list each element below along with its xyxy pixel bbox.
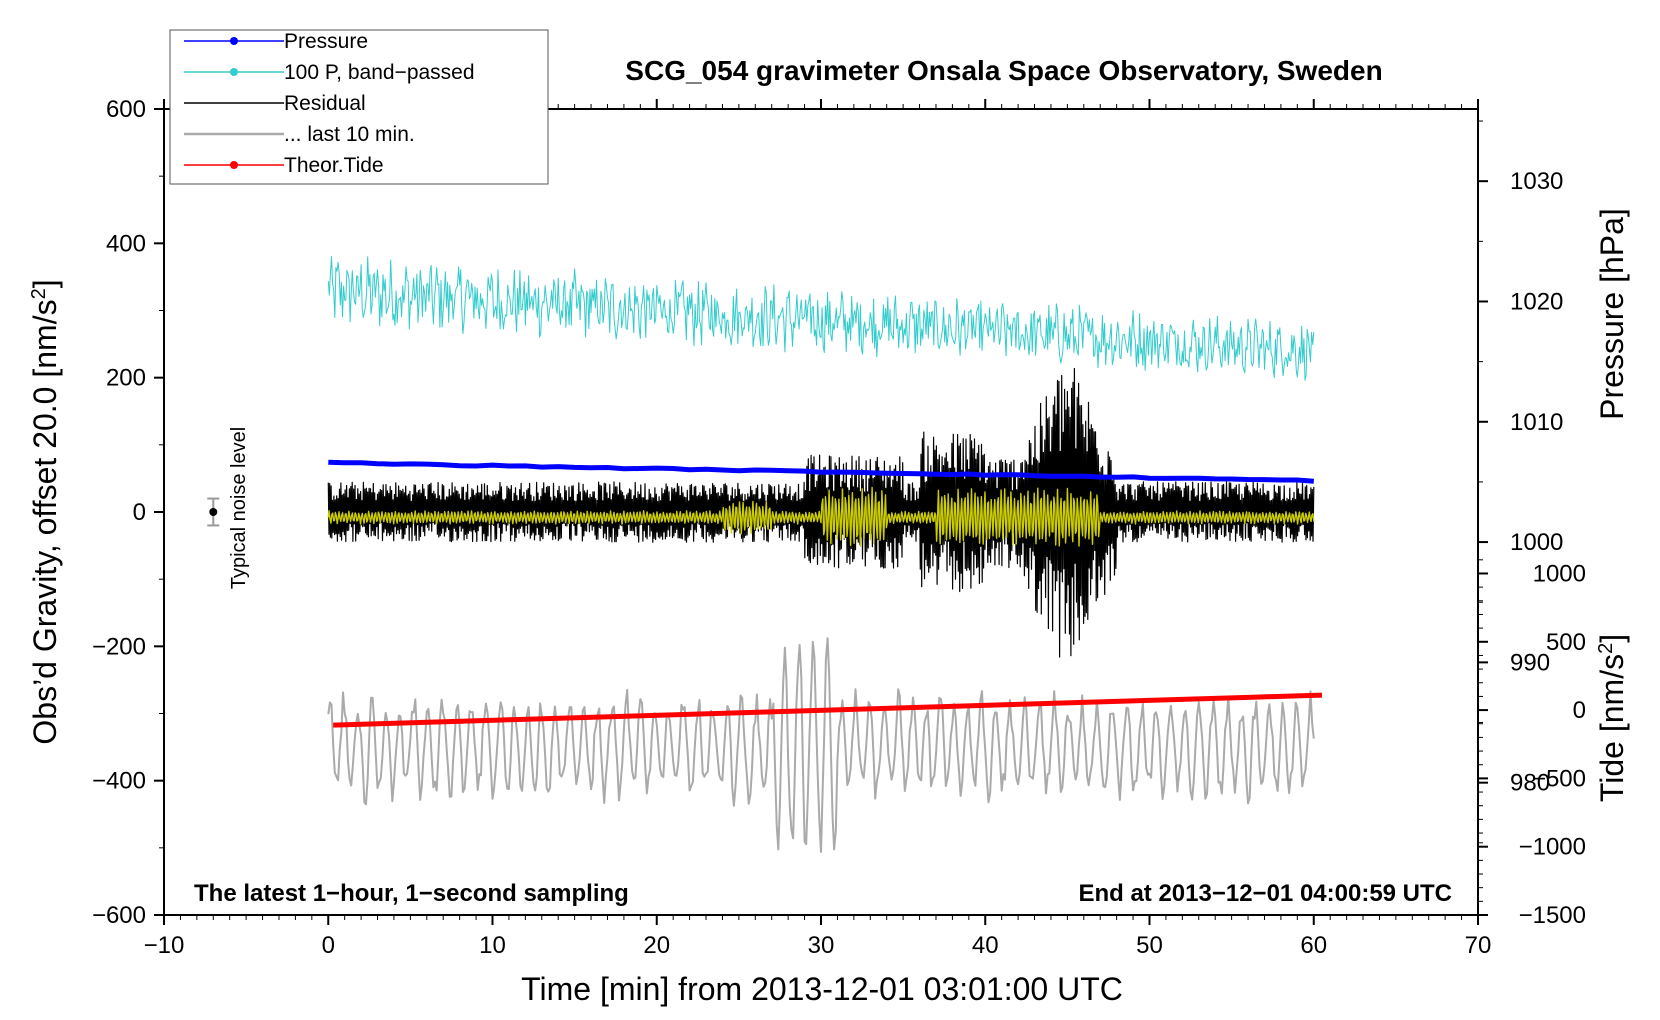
series-group [327,256,1323,853]
y-tick-label: 600 [106,96,146,123]
pressure-axis-title: Pressure [hPa] [1594,208,1630,420]
x-tick-label: 20 [643,932,670,959]
theoretical-tide-line [333,692,1323,728]
pressure-tick-label: 1030 [1510,168,1563,195]
legend-label: Residual [284,92,366,115]
y-tick-label: 200 [106,365,146,392]
legend-marker [230,37,238,45]
legend-item: Residual [184,92,366,115]
pressure-tick-label: 1020 [1510,288,1563,315]
y-axis-title: Obs’d Gravity, offset 20.0 [nm/s2] [27,279,63,744]
noise-label: Typical noise level [228,427,250,589]
legend-label: Pressure [284,30,368,53]
chart-title: SCG_054 gravimeter Onsala Space Observat… [625,55,1382,86]
tide-tick-label: −1500 [1519,902,1586,929]
y-axis-title-main: Obs’d Gravity, offset 20.0 [nm/s [27,299,63,744]
footer-right: End at 2013−12−01 04:00:59 UTC [1078,880,1452,907]
pressure-axis-ticks: 980 990 1000 1010 1020 1030 [1478,120,1563,844]
legend-label: 100 P, band−passed [284,61,475,84]
tide-axis-title: Tide [nm/s2] [1594,634,1630,802]
tide-axis-title-end: ] [1594,634,1630,643]
x-tick-label: −10 [144,932,185,959]
legend-label: ... last 10 min. [284,123,415,146]
legend-item: 100 P, band−passed [184,61,475,84]
last-10-min-line [327,637,1315,853]
legend-marker [230,161,238,169]
x-axis-title: Time [min] from 2013-12-01 03:01:00 UTC [521,971,1123,1007]
filtered-residual-line [327,486,1315,547]
x-tick-label: 40 [972,932,999,959]
tide-axis-ticks: −1500 −1000 −500 0 500 1000 [1478,559,1586,929]
pressure-line [328,459,1314,484]
pressure-tick-label: 1010 [1510,409,1563,436]
noise-marker: Typical noise level [207,427,250,589]
legend-items: Pressure 100 P, band−passed Residual ... la… [184,30,475,177]
legend-item: Pressure [184,30,368,53]
y-axis-title-end: ] [27,279,63,288]
pressure-tick-label: 990 [1510,649,1550,676]
x-tick-label: 0 [322,932,335,959]
x-tick-label: 50 [1136,932,1163,959]
tide-tick-label: 0 [1573,697,1586,724]
y-tick-label: −200 [92,633,146,660]
pressure-tick-label: 980 [1510,770,1550,797]
bandpassed-pressure-line [327,256,1315,381]
legend: Pressure 100 P, band−passed Residual ... la… [169,29,549,185]
y-axis-title-sup: 2 [28,288,50,299]
legend-item: ... last 10 min. [184,123,415,146]
tide-axis-title-sup: 2 [1595,643,1617,654]
tide-tick-label: 500 [1546,629,1586,656]
y-tick-label: 400 [106,230,146,257]
x-tick-label: 70 [1465,932,1492,959]
noise-point [209,508,218,516]
legend-box [169,29,549,185]
tide-tick-label: −1000 [1519,834,1586,861]
legend-marker [230,68,238,76]
tide-tick-label: −500 [1532,765,1586,792]
tide-tick-label: 1000 [1533,560,1586,587]
x-tick-label: 10 [479,932,506,959]
y-tick-label: 0 [133,499,146,526]
x-tick-label: 30 [808,932,835,959]
footer-left: The latest 1−hour, 1−second sampling [194,880,629,907]
legend-item: Theor.Tide [184,154,384,177]
y-axis-ticks: −600 −400 −200 0 200 400 600 [92,96,164,929]
y-tick-label: −600 [92,902,146,929]
x-tick-label: 60 [1300,932,1327,959]
x-axis-ticks: −10 0 10 20 30 40 50 60 70 [144,99,1492,959]
y-tick-label: −400 [92,768,146,795]
pressure-tick-label: 1000 [1510,529,1563,556]
legend-label: Theor.Tide [284,154,384,177]
tide-axis-title-main: Tide [nm/s [1594,654,1630,802]
